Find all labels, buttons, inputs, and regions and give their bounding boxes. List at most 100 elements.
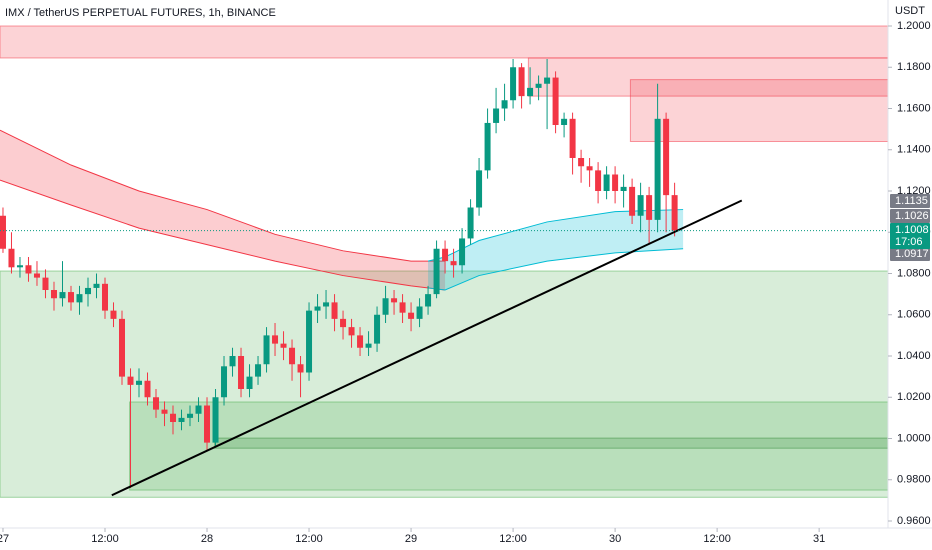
candle-body <box>569 118 576 158</box>
x-tick-label: 27 <box>0 533 9 545</box>
candle-body <box>84 287 91 295</box>
ribbon-line <box>0 129 446 262</box>
candle-body <box>654 118 661 220</box>
x-tick-label: 31 <box>813 533 825 545</box>
candle-body <box>8 248 15 268</box>
candle-body <box>671 195 678 231</box>
zone <box>0 25 889 59</box>
last-price-label: 1.1008 <box>895 224 929 236</box>
candle-body <box>50 290 57 299</box>
x-tick-label: 12:00 <box>91 533 119 545</box>
candle-body <box>195 405 202 414</box>
candle-body <box>67 292 74 303</box>
y-axis-label: USDT <box>895 5 925 17</box>
candle-body <box>578 158 585 167</box>
candle-body <box>204 405 211 443</box>
candle-body <box>33 273 40 278</box>
candle-body <box>212 397 219 443</box>
candle-body <box>425 294 432 307</box>
y-tick-label: 1.0800 <box>897 267 931 279</box>
chart-title: IMX / TetherUS PERPETUAL FUTURES, 1h, BI… <box>5 7 276 19</box>
candle-body <box>629 186 636 216</box>
price-label: 1.1026 <box>895 210 929 222</box>
zone <box>129 401 889 491</box>
candle-body <box>110 310 117 319</box>
price-label-bg <box>890 194 930 208</box>
candle-body <box>272 335 279 344</box>
candle-body <box>314 306 321 311</box>
candle-body <box>595 170 602 191</box>
candle-body <box>459 238 466 266</box>
candle-body <box>306 310 313 373</box>
candle-body <box>118 318 125 377</box>
candle-body <box>442 248 449 262</box>
y-tick-label: 1.0200 <box>897 391 931 403</box>
ribbons <box>0 129 684 291</box>
candle-body <box>620 186 627 191</box>
candle-body <box>476 170 483 208</box>
candle-body <box>59 292 66 299</box>
candle-body <box>187 413 194 418</box>
zone <box>214 437 889 449</box>
y-tick-label: 0.9800 <box>897 474 931 486</box>
y-tick-label: 1.0400 <box>897 350 931 362</box>
countdown-label: 17:06 <box>895 236 923 248</box>
candles <box>0 59 678 488</box>
candle-body <box>374 314 381 344</box>
candle-body <box>331 302 338 319</box>
candle-body <box>263 335 270 365</box>
candle-body <box>25 265 32 274</box>
x-tick-label: 30 <box>609 533 621 545</box>
candle-body <box>246 376 253 389</box>
candle-body <box>16 265 23 268</box>
x-tick-label: 12:00 <box>295 533 323 545</box>
candle-body <box>450 261 457 266</box>
candle-body <box>484 122 491 171</box>
x-tick-label: 12:00 <box>703 533 731 545</box>
candle-body <box>637 195 644 216</box>
trendline <box>111 199 743 497</box>
candle-body <box>76 294 83 303</box>
y-tick-label: 1.1800 <box>897 61 931 73</box>
candle-body <box>518 67 525 97</box>
zone <box>629 79 889 142</box>
y-tick-label: 0.9600 <box>897 515 931 527</box>
candle-body <box>391 298 398 303</box>
candle-body <box>42 277 49 290</box>
candle-body <box>170 413 177 422</box>
candle-body <box>586 166 593 171</box>
candle-body <box>238 356 245 389</box>
y-tick-label: 1.1200 <box>897 185 931 197</box>
candle-body <box>127 376 134 385</box>
ribbon-line <box>0 179 446 291</box>
axes: 1.20001.18001.16001.14001.12001.10001.08… <box>0 20 931 545</box>
price-label: 1.1135 <box>895 195 928 207</box>
candle-body <box>340 318 347 328</box>
candle-body <box>535 83 542 88</box>
candle-body <box>161 409 168 414</box>
last-price-bg <box>890 223 930 249</box>
price-label-bg <box>890 209 930 223</box>
candle-body <box>365 343 372 348</box>
y-tick-label: 1.1600 <box>897 102 931 114</box>
candle-body <box>382 298 389 315</box>
candle-body <box>501 100 508 109</box>
candle-body <box>221 366 228 398</box>
candle-body <box>552 77 559 125</box>
x-tick-label: 12:00 <box>499 533 527 545</box>
ribbon-area <box>428 209 684 290</box>
y-tick-label: 1.1400 <box>897 144 931 156</box>
candle-body <box>663 118 670 196</box>
ribbon-area <box>0 130 446 290</box>
candle-body <box>399 302 406 313</box>
candle-body <box>229 356 236 367</box>
candle-body <box>255 364 262 377</box>
price-label-bg <box>890 247 930 261</box>
candle-body <box>323 302 330 307</box>
zone <box>527 57 889 97</box>
candle-body <box>348 327 355 336</box>
candle-body <box>510 67 517 101</box>
candle-body <box>493 108 500 123</box>
candle-body <box>136 380 143 385</box>
